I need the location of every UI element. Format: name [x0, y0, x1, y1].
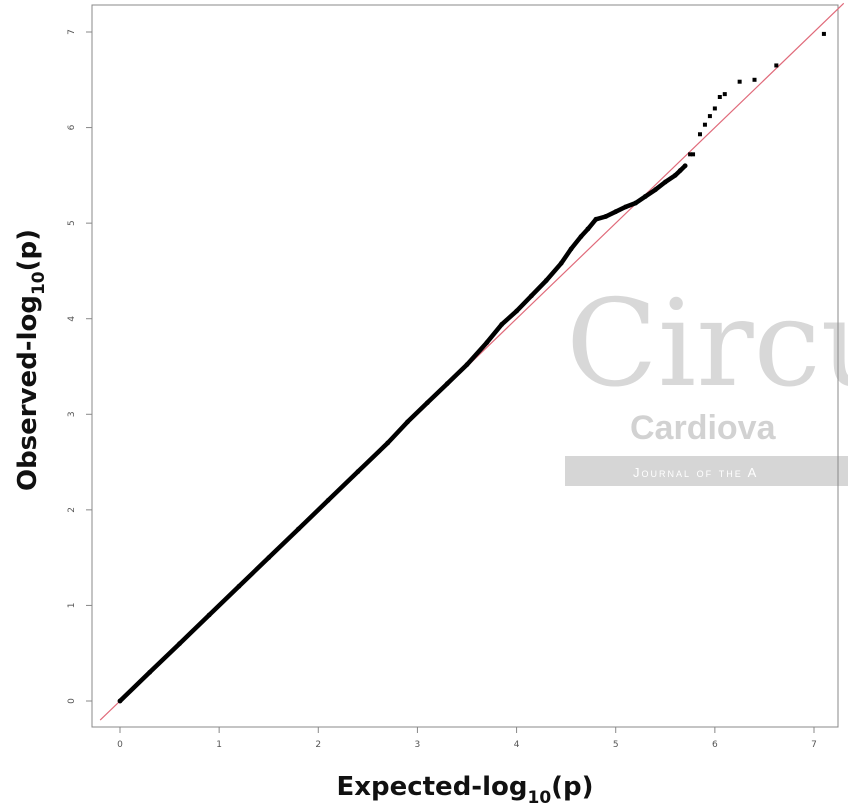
y-tick-label: 6 [67, 124, 77, 130]
x-tick-label: 4 [514, 740, 520, 750]
y-axis-title-tail: (p) [13, 229, 43, 271]
data-point [325, 497, 331, 503]
y-axis-title-sub: 10 [29, 271, 49, 295]
y-tick-label: 4 [67, 316, 77, 322]
x-tick-label: 1 [216, 740, 222, 750]
data-point [603, 214, 609, 219]
data-point [444, 381, 450, 387]
data-point [643, 193, 648, 199]
x-axis-title: Expected-log10(p) [336, 772, 593, 808]
data-point [593, 216, 599, 222]
data-point [688, 152, 693, 157]
data-point [707, 114, 712, 119]
watermark-band-text: Journal of the A [633, 465, 758, 480]
y-tick-label: 5 [67, 220, 77, 226]
data-point [385, 440, 391, 446]
watermark-band [565, 456, 848, 486]
data-point [117, 698, 123, 704]
y-tick-label: 0 [67, 698, 77, 704]
data-point [613, 209, 619, 215]
x-tick-label: 0 [117, 740, 123, 750]
y-axis-title: Observed-log10(p) [13, 229, 49, 491]
data-point [752, 77, 757, 82]
data-point [558, 260, 564, 266]
data-point [529, 293, 534, 299]
data-point [499, 322, 505, 327]
x-tick-label: 2 [315, 740, 321, 750]
x-tick-label: 3 [415, 740, 421, 750]
data-point [585, 226, 591, 232]
data-point [682, 163, 688, 169]
x-axis-title-main: Expected-log [336, 772, 527, 802]
data-point [236, 583, 242, 589]
data-point [722, 92, 727, 97]
data-point [691, 152, 696, 157]
data-point [697, 132, 702, 137]
y-tick-label: 3 [67, 411, 77, 417]
watermark-subtitle: Cardiova [630, 409, 777, 447]
data-point [147, 669, 153, 675]
data-point [266, 555, 272, 561]
data-point [578, 234, 584, 239]
data-point [206, 612, 212, 618]
data-point [702, 122, 707, 127]
data-point [633, 200, 638, 206]
y-axis-title-main: Observed-log [13, 295, 43, 491]
plot-frame [91, 4, 839, 728]
y-tick-label: 7 [67, 29, 77, 35]
data-point [464, 362, 470, 367]
data-point [514, 308, 519, 314]
data-point [821, 31, 826, 36]
x-tick-label: 7 [811, 740, 817, 750]
data-point [717, 94, 722, 99]
watermark-title: Circu [566, 275, 848, 414]
data-point [774, 63, 779, 68]
y-axis-ticks: 0 1 2 3 4 5 6 7 [67, 29, 92, 704]
data-point [737, 79, 742, 84]
data-point [672, 172, 678, 178]
data-point [355, 469, 361, 475]
x-axis-title-sub: 10 [527, 788, 551, 808]
data-point [296, 526, 301, 532]
data-point [677, 168, 683, 173]
data-point [484, 340, 490, 346]
data-point [712, 106, 717, 111]
y-tick-label: 1 [67, 603, 77, 609]
watermark: Circu Cardiova Journal of the A [565, 275, 848, 486]
data-point [662, 179, 668, 185]
series-layer [117, 31, 826, 704]
x-tick-label: 6 [712, 740, 718, 750]
data-point [568, 246, 574, 252]
data-point [543, 278, 549, 283]
data-point [177, 641, 182, 647]
data-point [652, 187, 658, 193]
y-tick-label: 2 [67, 507, 77, 513]
series-dense-run [117, 163, 688, 704]
data-point [424, 400, 430, 406]
data-point [623, 204, 629, 210]
x-tick-label: 5 [613, 740, 619, 750]
x-axis-ticks: 0 1 2 3 4 5 6 7 [117, 727, 817, 750]
data-point [405, 419, 410, 425]
x-axis-title-tail: (p) [551, 772, 593, 802]
